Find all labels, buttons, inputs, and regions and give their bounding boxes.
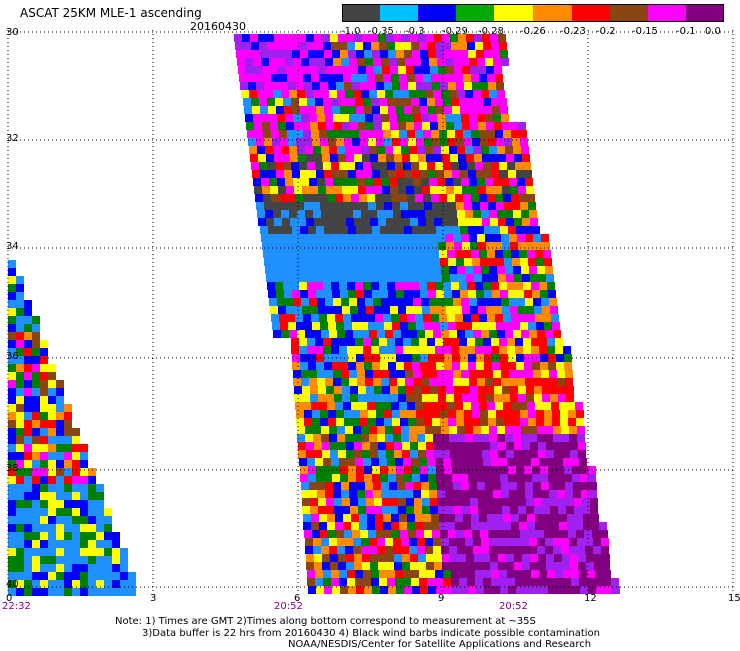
scale-swatch <box>342 4 380 22</box>
scale-swatch <box>686 4 724 22</box>
pass-time-label: 20:52 <box>499 601 528 612</box>
lon-tick-label: 12 <box>584 593 597 604</box>
lat-tick-label: 30 <box>6 27 19 38</box>
scatterometer-swath-cells <box>8 34 620 596</box>
scale-label: -1.0 <box>341 26 361 37</box>
scale-swatch <box>380 4 418 22</box>
footnote-line: NOAA/NESDIS/Center for Satellite Applica… <box>288 639 592 650</box>
scale-swatch <box>533 4 572 22</box>
scale-swatch <box>494 4 533 22</box>
footnote-line: Note: 1) Times are GMT 2)Times along bot… <box>115 616 536 627</box>
map-title: ASCAT 25KM MLE-1 ascending <box>20 6 202 20</box>
lat-tick-label: 36 <box>6 351 19 362</box>
scale-swatch <box>648 4 686 22</box>
scale-label: -0.3 <box>405 26 425 37</box>
scale-label: -0.29 <box>442 26 468 37</box>
scale-border <box>342 4 724 22</box>
lat-tick-label: 34 <box>6 241 19 252</box>
scale-swatch <box>572 4 610 22</box>
pass-time-label: 22:32 <box>2 601 31 612</box>
lon-tick-label: 15 <box>728 593 740 604</box>
scale-label: -0.2 <box>596 26 616 37</box>
scale-swatch <box>456 4 494 22</box>
scale-label: -0.23 <box>560 26 586 37</box>
scale-label: -0.15 <box>632 26 658 37</box>
scale-label: -0.35 <box>368 26 394 37</box>
lon-tick-label: 3 <box>150 593 157 604</box>
map-date: 20160430 <box>190 20 246 33</box>
footnote-line: 3)Data buffer is 22 hrs from 20160430 4)… <box>142 628 600 639</box>
lat-lon-grid <box>7 30 736 592</box>
lat-tick-label: 38 <box>6 463 19 474</box>
scale-label: -0.1 <box>676 26 696 37</box>
scale-label: -0.26 <box>520 26 546 37</box>
color-scale-bar <box>342 4 724 22</box>
pass-time-label: 20:52 <box>274 601 303 612</box>
lon-tick-label: 6 <box>294 593 301 604</box>
lon-tick-label: 9 <box>438 593 445 604</box>
scale-label: -0.28 <box>478 26 504 37</box>
scale-swatch <box>418 4 456 22</box>
lat-tick-label: 40 <box>6 579 19 590</box>
scale-label: 0.0 <box>705 26 721 37</box>
lat-tick-label: 32 <box>6 133 19 144</box>
lon-tick-label: 0 <box>6 593 13 604</box>
scale-swatch <box>610 4 648 22</box>
